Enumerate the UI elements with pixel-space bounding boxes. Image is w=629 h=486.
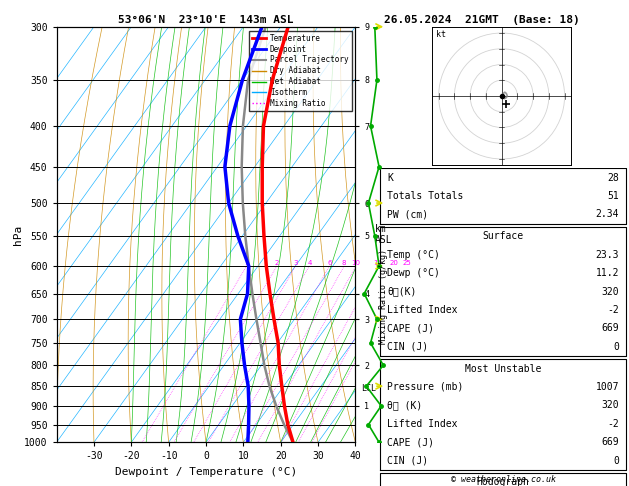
Text: 669: 669 — [601, 437, 619, 448]
Text: LCL: LCL — [361, 383, 376, 393]
Text: CIN (J): CIN (J) — [387, 342, 428, 352]
Text: Hodograph: Hodograph — [477, 478, 530, 486]
Y-axis label: km
ASL: km ASL — [375, 224, 392, 245]
Text: Temp (°C): Temp (°C) — [387, 250, 440, 260]
Text: 15: 15 — [374, 260, 382, 266]
Text: Lifted Index: Lifted Index — [387, 305, 458, 315]
Text: Most Unstable: Most Unstable — [465, 364, 542, 374]
Text: 1: 1 — [245, 260, 249, 266]
Text: 6: 6 — [327, 260, 331, 266]
Text: θᴇ(K): θᴇ(K) — [387, 287, 417, 296]
Text: 20: 20 — [390, 260, 399, 266]
Text: 11.2: 11.2 — [596, 268, 619, 278]
Text: 0: 0 — [613, 456, 619, 466]
Text: Totals Totals: Totals Totals — [387, 191, 464, 201]
Text: CIN (J): CIN (J) — [387, 456, 428, 466]
Legend: Temperature, Dewpoint, Parcel Trajectory, Dry Adiabat, Wet Adiabat, Isotherm, Mi: Temperature, Dewpoint, Parcel Trajectory… — [249, 31, 352, 111]
Text: Pressure (mb): Pressure (mb) — [387, 382, 464, 392]
Text: 23.3: 23.3 — [596, 250, 619, 260]
Text: kt: kt — [435, 30, 445, 39]
Text: 2.34: 2.34 — [596, 209, 619, 220]
Text: 10: 10 — [352, 260, 360, 266]
Text: Surface: Surface — [482, 231, 524, 241]
Text: K: K — [387, 173, 393, 183]
Title: 53°06'N  23°10'E  143m ASL: 53°06'N 23°10'E 143m ASL — [118, 15, 294, 25]
Text: 0: 0 — [613, 342, 619, 352]
Y-axis label: hPa: hPa — [13, 225, 23, 244]
Text: 8: 8 — [342, 260, 347, 266]
Text: 51: 51 — [607, 191, 619, 201]
Text: 320: 320 — [601, 400, 619, 411]
Text: θᴇ (K): θᴇ (K) — [387, 400, 423, 411]
Text: 26.05.2024  21GMT  (Base: 18): 26.05.2024 21GMT (Base: 18) — [384, 15, 579, 25]
Text: Dewp (°C): Dewp (°C) — [387, 268, 440, 278]
Text: -2: -2 — [607, 419, 619, 429]
Text: 25: 25 — [403, 260, 411, 266]
Text: Mixing Ratio (g/kg): Mixing Ratio (g/kg) — [379, 249, 388, 344]
Text: 669: 669 — [601, 323, 619, 333]
Text: 1007: 1007 — [596, 382, 619, 392]
Text: 28: 28 — [607, 173, 619, 183]
Text: CAPE (J): CAPE (J) — [387, 323, 435, 333]
Text: PW (cm): PW (cm) — [387, 209, 428, 220]
Text: 2: 2 — [275, 260, 279, 266]
X-axis label: Dewpoint / Temperature (°C): Dewpoint / Temperature (°C) — [115, 467, 297, 477]
Text: 3: 3 — [293, 260, 298, 266]
Text: 4: 4 — [307, 260, 311, 266]
Text: Lifted Index: Lifted Index — [387, 419, 458, 429]
Text: -2: -2 — [607, 305, 619, 315]
Text: 320: 320 — [601, 287, 619, 296]
Text: CAPE (J): CAPE (J) — [387, 437, 435, 448]
Text: © weatheronline.co.uk: © weatheronline.co.uk — [451, 475, 555, 485]
